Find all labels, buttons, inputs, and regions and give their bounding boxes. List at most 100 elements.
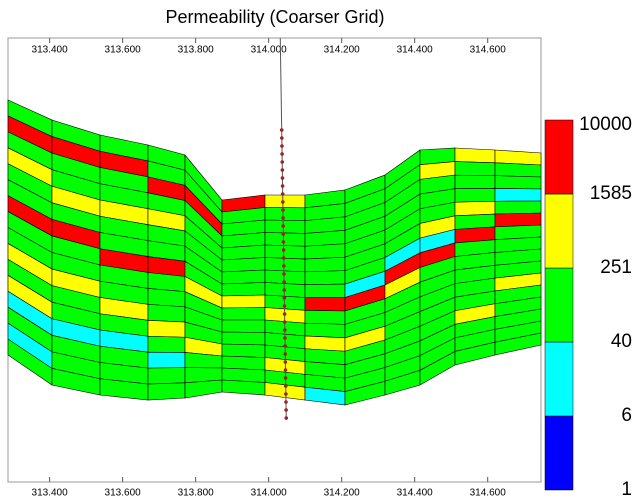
well-marker (283, 352, 288, 356)
cell (147, 335, 186, 353)
cell (494, 149, 542, 166)
cell (184, 379, 223, 399)
well-marker (280, 192, 285, 196)
well-marker (283, 384, 288, 388)
well-marker (280, 152, 284, 156)
cell (147, 382, 186, 401)
x-tick-label: 314.000 (251, 45, 288, 56)
well-marker (282, 312, 287, 316)
x-tick-label: 313.800 (178, 45, 215, 56)
well-marker (281, 208, 285, 212)
cell (147, 319, 186, 338)
well-marker (284, 408, 288, 412)
well-marker (283, 328, 287, 332)
well-marker (280, 160, 285, 164)
well-marker (281, 240, 286, 244)
colorbar-segment (544, 415, 574, 491)
well-marker (283, 344, 287, 348)
x-tick-label: 314.200 (324, 488, 361, 499)
cell (454, 200, 496, 217)
cell (304, 283, 346, 298)
colorbar-label: 40 (611, 331, 632, 352)
well-marker (283, 360, 288, 364)
colorbar-label: 1585 (590, 183, 632, 204)
well-marker (281, 200, 285, 204)
cell (454, 147, 496, 164)
well-marker (284, 416, 289, 420)
x-tick-label: 314.600 (470, 488, 507, 499)
x-tick-label: 314.400 (397, 488, 434, 499)
well-marker (279, 128, 284, 132)
cell (454, 174, 496, 189)
well-marker (282, 264, 286, 268)
cell (264, 207, 306, 221)
cell (221, 343, 266, 358)
cell (221, 319, 266, 333)
cell (494, 212, 542, 228)
cell (304, 256, 346, 273)
colorbar-segment (544, 119, 574, 195)
x-tick-label: 313.600 (105, 45, 142, 56)
cell (494, 162, 542, 178)
colorbar-label: 251 (600, 257, 632, 278)
cell (147, 351, 186, 369)
cell (147, 304, 186, 323)
colorbar-label: 10000 (579, 114, 632, 135)
colorbar-label: 1 (621, 479, 632, 500)
well-marker (280, 136, 284, 140)
cell (304, 322, 346, 339)
colorbar-segment (544, 341, 574, 417)
x-tick-label: 314.600 (470, 45, 507, 56)
cell (494, 200, 542, 215)
cell (147, 288, 186, 308)
well-marker (282, 272, 286, 276)
x-tick-label: 313.800 (178, 488, 215, 499)
colorbar-label: 6 (621, 405, 632, 426)
well-path (279, 37, 287, 421)
well-marker (283, 376, 288, 380)
x-tick-label: 313.400 (32, 45, 69, 56)
chart-title: Permeability (Coarser Grid) (165, 7, 384, 27)
cell (304, 310, 346, 325)
cell (264, 219, 306, 234)
cell (221, 355, 266, 371)
well-marker (283, 336, 287, 340)
cell (494, 175, 542, 190)
colorbar-segment (544, 267, 574, 343)
cell (304, 243, 346, 260)
cell (304, 297, 346, 312)
well-marker (284, 392, 288, 396)
colorbar-segment (544, 193, 574, 269)
well-marker (280, 168, 285, 172)
well-marker (282, 320, 287, 324)
cell (221, 269, 266, 285)
cell (304, 270, 346, 285)
well-marker (281, 216, 285, 220)
well-marker (280, 144, 284, 148)
well-marker (281, 256, 286, 260)
x-tick-label: 313.600 (105, 488, 142, 499)
cell (147, 367, 186, 385)
well-marker (282, 296, 287, 300)
cell (221, 307, 266, 321)
well-marker (282, 280, 286, 284)
well-marker (281, 248, 286, 252)
cell (264, 194, 306, 209)
cell (221, 294, 266, 309)
x-tick-label: 314.200 (324, 45, 361, 56)
cell (494, 332, 542, 356)
cell (221, 282, 266, 297)
well-marker (280, 176, 285, 180)
cell (454, 161, 496, 176)
cell (221, 257, 266, 273)
x-tick-label: 313.400 (32, 488, 69, 499)
well-marker (281, 232, 286, 236)
cell (221, 379, 266, 396)
x-tick-label: 314.000 (251, 488, 288, 499)
cell (494, 188, 542, 202)
x-tick-label: 314.400 (397, 45, 434, 56)
well-marker (280, 184, 285, 188)
cell (221, 331, 266, 346)
well-marker (283, 368, 288, 372)
